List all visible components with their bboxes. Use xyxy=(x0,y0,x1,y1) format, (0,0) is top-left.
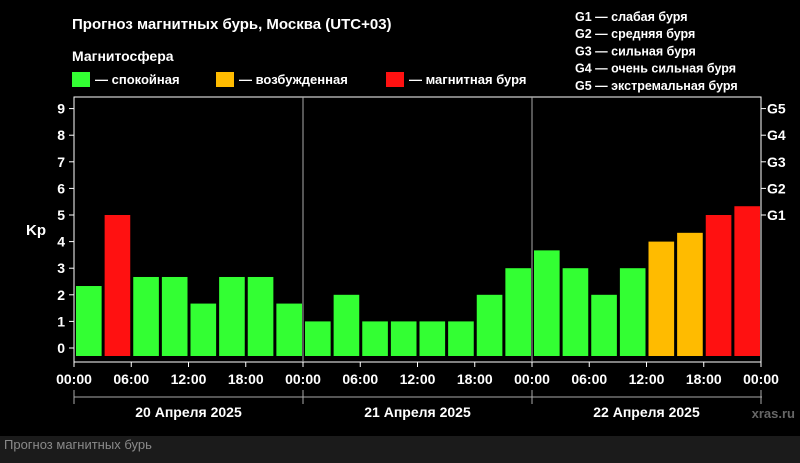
footer-strip: Прогноз магнитных бурь xyxy=(0,436,800,463)
chart-subtitle: Магнитосфера xyxy=(72,48,174,64)
day-label-0: 20 Апреля 2025 xyxy=(135,404,242,420)
kp-bar-19 xyxy=(619,268,646,356)
kp-bar-5 xyxy=(219,276,245,356)
legend-label-1: — возбужденная xyxy=(239,72,348,87)
y-tick-label-6: 6 xyxy=(57,180,65,196)
g-tick-label-4: G5 xyxy=(767,101,786,117)
legend-swatch-2 xyxy=(386,72,404,87)
footer-caption: Прогноз магнитных бурь xyxy=(4,437,152,452)
y-tick-label-1: 1 xyxy=(57,313,65,329)
x-tick-label-11: 18:00 xyxy=(686,371,722,387)
kp-bar-1 xyxy=(104,215,131,356)
x-tick-label-10: 12:00 xyxy=(629,371,665,387)
y-tick-label-7: 7 xyxy=(57,154,65,170)
kp-chart: Прогноз магнитных бурь, Москва (UTC+03) М… xyxy=(26,10,795,421)
kp-bar-14 xyxy=(476,294,503,356)
legend-label-0: — спокойная xyxy=(95,72,180,87)
y-tick-label-0: 0 xyxy=(57,340,65,356)
storm-level-3: G3 — сильная буря xyxy=(575,44,696,58)
kp-bar-0 xyxy=(76,286,102,356)
kp-bar-18 xyxy=(591,294,617,356)
g-tick-label-2: G3 xyxy=(767,154,786,170)
kp-bar-22 xyxy=(705,215,732,356)
y-tick-label-3: 3 xyxy=(57,260,65,276)
storm-level-5: G5 — экстремальная буря xyxy=(575,79,738,93)
storm-level-1: G1 — слабая буря xyxy=(575,10,688,24)
x-tick-label-6: 12:00 xyxy=(400,371,436,387)
chart-title: Прогноз магнитных бурь, Москва (UTC+03) xyxy=(72,16,392,33)
x-tick-label-8: 00:00 xyxy=(514,371,550,387)
x-tick-label-1: 06:00 xyxy=(113,371,149,387)
x-tick-label-2: 12:00 xyxy=(171,371,207,387)
kp-bar-8 xyxy=(305,321,331,356)
kp-bar-2 xyxy=(133,276,159,356)
storm-level-4: G4 — очень сильная буря xyxy=(575,62,736,76)
chart-container: Прогноз магнитных бурь, Москва (UTC+03) М… xyxy=(26,10,796,421)
kp-bar-17 xyxy=(562,268,589,356)
kp-bar-13 xyxy=(448,321,474,356)
x-tick-label-7: 18:00 xyxy=(457,371,493,387)
watermark: xras.ru xyxy=(752,406,795,421)
kp-bar-4 xyxy=(190,303,217,356)
x-tick-label-4: 00:00 xyxy=(285,371,321,387)
day-label-2: 22 Апреля 2025 xyxy=(593,404,700,420)
y-tick-label-2: 2 xyxy=(57,287,65,303)
kp-bar-6 xyxy=(247,276,274,356)
kp-bar-7 xyxy=(276,303,302,356)
g-tick-label-0: G1 xyxy=(767,207,786,223)
y-tick-label-4: 4 xyxy=(57,234,65,250)
kp-bar-20 xyxy=(648,241,675,356)
x-tick-label-3: 18:00 xyxy=(228,371,264,387)
day-label-1: 21 Апреля 2025 xyxy=(364,404,471,420)
legend-swatch-1 xyxy=(216,72,234,87)
kp-bar-16 xyxy=(534,250,560,356)
x-tick-label-9: 06:00 xyxy=(571,371,607,387)
x-tick-label-5: 06:00 xyxy=(342,371,378,387)
storm-level-2: G2 — средняя буря xyxy=(575,27,695,41)
y-tick-label-8: 8 xyxy=(57,127,65,143)
kp-bar-12 xyxy=(419,321,446,356)
y-tick-label-5: 5 xyxy=(57,207,65,223)
kp-bar-10 xyxy=(362,321,388,356)
kp-bar-11 xyxy=(390,321,417,356)
kp-bar-9 xyxy=(333,294,360,356)
kp-bar-21 xyxy=(677,232,703,356)
g-tick-label-1: G2 xyxy=(767,180,786,196)
legend-label-2: — магнитная буря xyxy=(409,72,526,87)
legend-swatch-0 xyxy=(72,72,90,87)
x-tick-label-12: 00:00 xyxy=(743,371,779,387)
y-axis-label: Kp xyxy=(26,222,46,239)
g-tick-label-3: G4 xyxy=(767,127,786,143)
kp-bar-3 xyxy=(161,276,188,356)
y-tick-label-9: 9 xyxy=(57,101,65,117)
kp-bar-23 xyxy=(734,206,760,356)
kp-bar-15 xyxy=(505,268,531,356)
x-tick-label-0: 00:00 xyxy=(56,371,92,387)
